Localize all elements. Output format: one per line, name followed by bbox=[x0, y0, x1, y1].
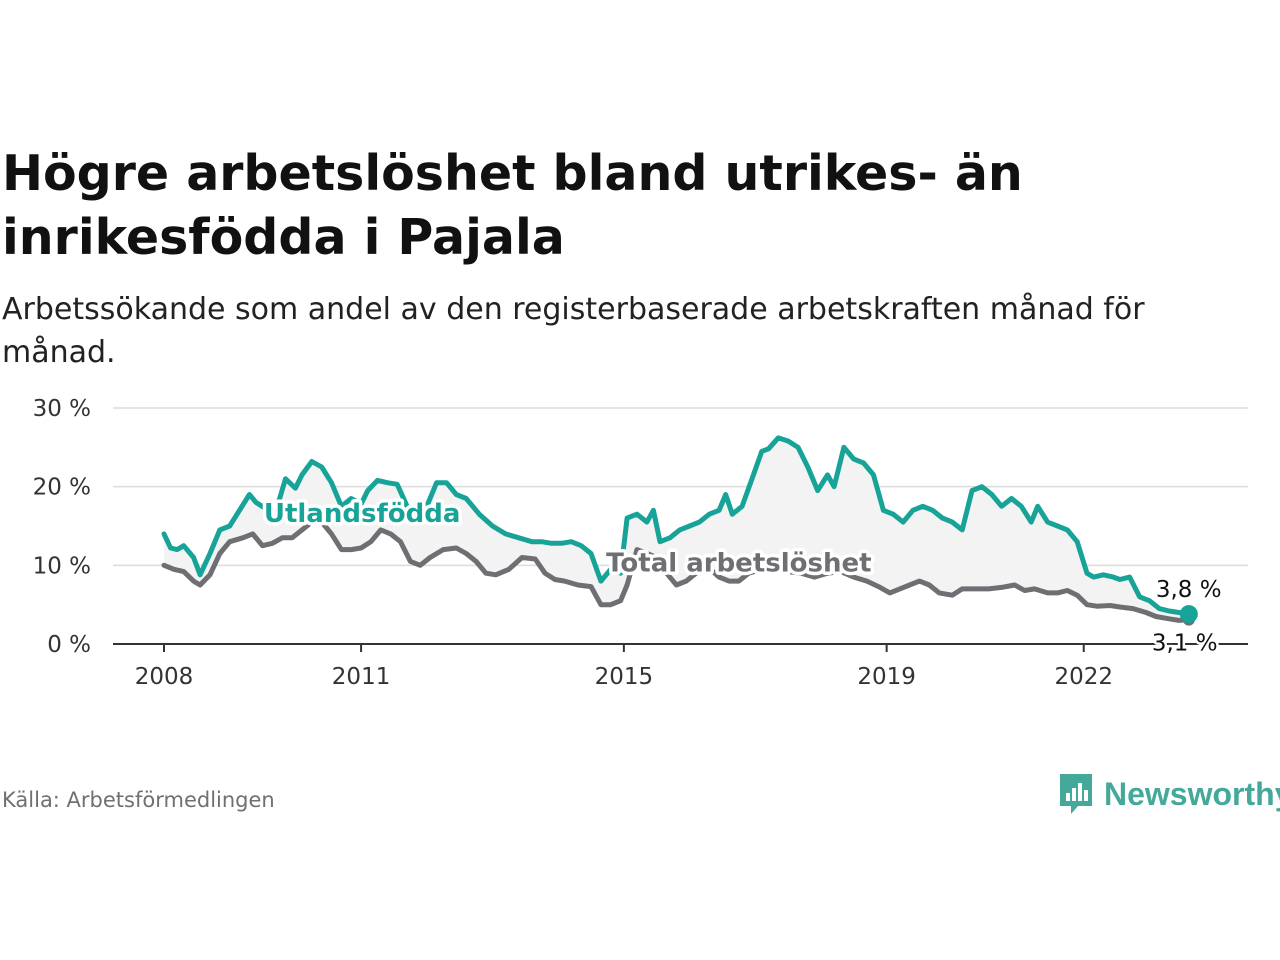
series-label-foreign-born: Utlandsfödda bbox=[264, 499, 461, 529]
brand-name: Newsworthy bbox=[1104, 775, 1280, 812]
y-tick-label: 10 % bbox=[33, 553, 91, 579]
y-tick-label: 0 % bbox=[47, 632, 91, 658]
x-tick-label: 2008 bbox=[135, 664, 194, 690]
series-line-total bbox=[161, 519, 1192, 623]
series-lines bbox=[161, 435, 1198, 626]
difference-area bbox=[164, 437, 1189, 621]
line-chart: 0 % 10 % 20 % 30 % 2008 2011 2015 2019 2022 Utla… bbox=[33, 396, 1248, 690]
source-note: Källa: Arbetsförmedlingen bbox=[2, 788, 275, 812]
x-tick-label: 2022 bbox=[1054, 664, 1113, 690]
axes: 0 % 10 % 20 % 30 % 2008 2011 2015 2019 2022 bbox=[33, 396, 1113, 690]
x-tick-label: 2019 bbox=[857, 664, 916, 690]
newsworthy-logo[interactable]: Newsworthy bbox=[1058, 772, 1280, 816]
end-label-foreign-born: 3,8 % bbox=[1156, 577, 1222, 603]
difference-band bbox=[164, 437, 1189, 621]
series-label-total: Total arbetslöshet bbox=[606, 549, 871, 579]
y-tick-label: 30 % bbox=[33, 396, 91, 422]
chart-title: Högre arbetslöshet bland utrikes- än inr… bbox=[2, 145, 1023, 266]
series-line-foreign-born bbox=[161, 435, 1192, 617]
end-label-total: 3,1 % bbox=[1152, 631, 1218, 657]
bar-chart-logo-icon bbox=[1060, 774, 1092, 814]
chart-subtitle: Arbetssökande som andel av den registerb… bbox=[2, 292, 1145, 370]
series-labels: Utlandsfödda Total arbetslöshet 3,8 % 3,1 % bbox=[260, 496, 1224, 660]
end-point-foreign-born bbox=[1179, 605, 1198, 624]
x-tick-label: 2011 bbox=[332, 664, 391, 690]
x-tick-label: 2015 bbox=[595, 664, 654, 690]
y-tick-label: 20 % bbox=[33, 475, 91, 501]
